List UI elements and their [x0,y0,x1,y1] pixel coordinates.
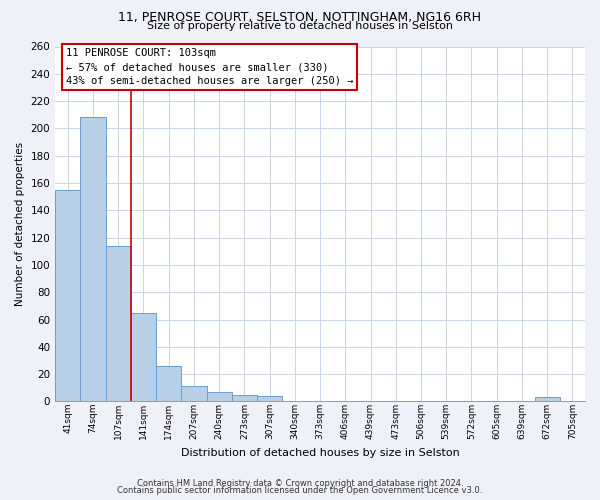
Bar [131,312,156,402]
Text: 11, PENROSE COURT, SELSTON, NOTTINGHAM, NG16 6RH: 11, PENROSE COURT, SELSTON, NOTTINGHAM, … [119,11,482,24]
Text: Size of property relative to detached houses in Selston: Size of property relative to detached ho… [147,21,453,31]
Bar [55,190,80,402]
Text: 11 PENROSE COURT: 103sqm
← 57% of detached houses are smaller (330)
43% of semi-: 11 PENROSE COURT: 103sqm ← 57% of detach… [66,48,353,86]
Bar [257,396,282,402]
Bar [232,394,257,402]
Bar [156,366,181,402]
X-axis label: Distribution of detached houses by size in Selston: Distribution of detached houses by size … [181,448,460,458]
Bar [106,246,131,402]
Y-axis label: Number of detached properties: Number of detached properties [15,142,25,306]
Bar [80,118,106,402]
Bar [181,386,206,402]
Bar [206,392,232,402]
Bar [535,398,560,402]
Text: Contains HM Land Registry data © Crown copyright and database right 2024.: Contains HM Land Registry data © Crown c… [137,478,463,488]
Text: Contains public sector information licensed under the Open Government Licence v3: Contains public sector information licen… [118,486,482,495]
